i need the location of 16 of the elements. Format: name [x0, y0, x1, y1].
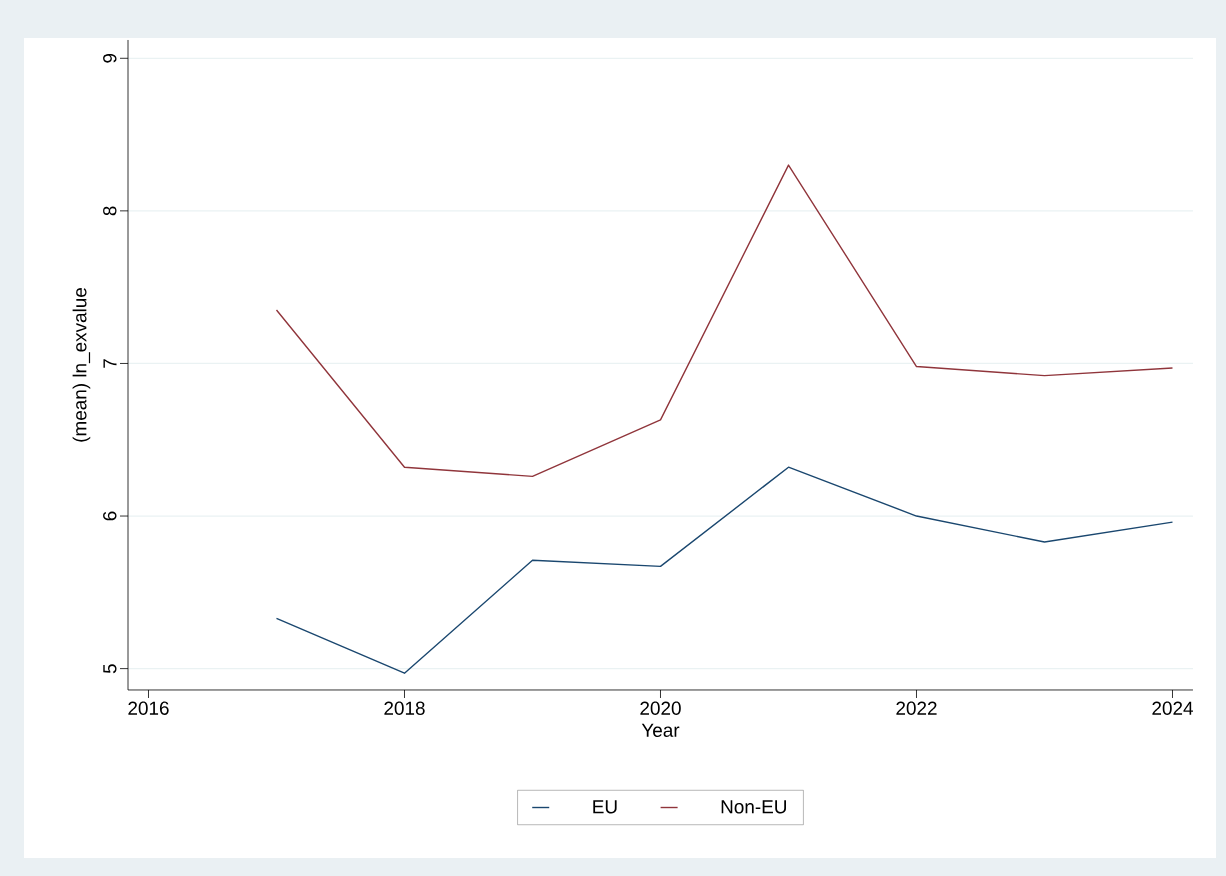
x-tick-label: 2024	[1152, 701, 1193, 715]
x-tick-label: 2022	[896, 701, 937, 715]
y-tick-label: 6	[103, 511, 117, 521]
y-tick-label: 9	[103, 53, 117, 63]
legend-label: Non-EU	[721, 800, 786, 814]
y-axis-title: (mean) ln_exvalue	[72, 288, 91, 442]
y-tick-label: 5	[103, 664, 117, 674]
x-tick-label: 2016	[128, 701, 169, 715]
line-series	[275, 164, 1174, 478]
y-tick-label: 7	[103, 359, 117, 368]
legend-label: EU	[593, 800, 617, 814]
x-tick-label: 2020	[640, 701, 681, 715]
x-axis-title: Year	[641, 723, 680, 737]
line-series	[275, 466, 1174, 674]
x-tick-label: 2018	[384, 701, 425, 715]
y-tick-label: 8	[103, 206, 117, 216]
